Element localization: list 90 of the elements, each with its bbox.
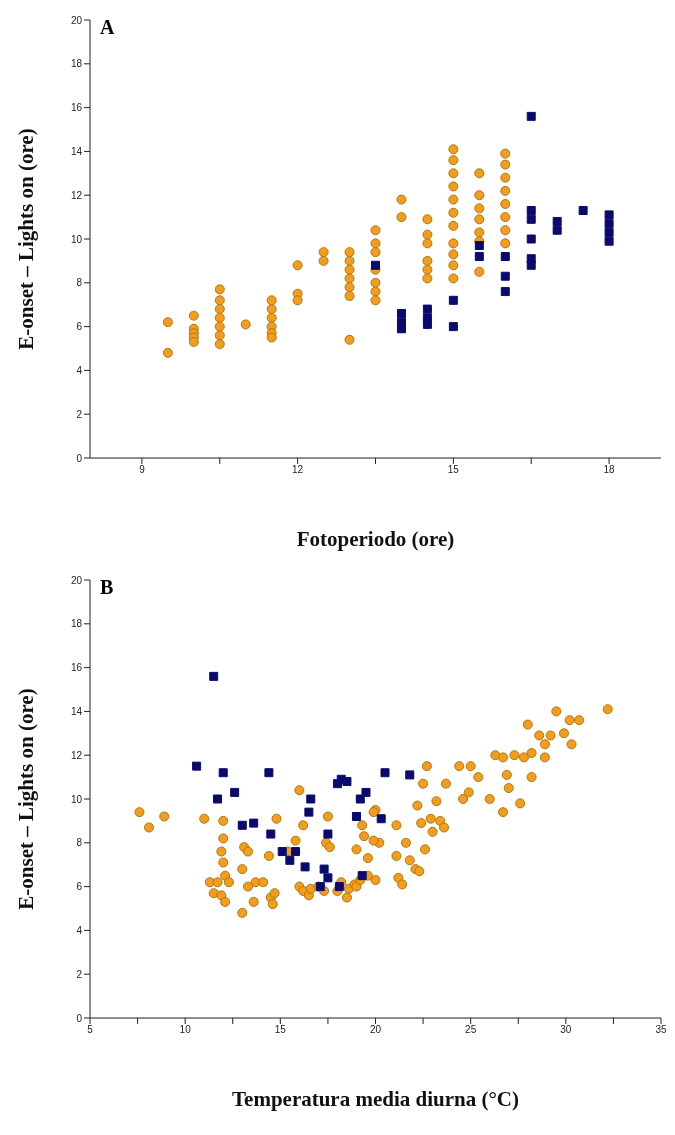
point [291,847,301,857]
point [500,252,510,262]
y-tick-label: 4 [76,924,83,936]
point [266,829,276,839]
point [230,787,240,797]
y-tick-label: 0 [76,1012,83,1024]
x-tick-label: 5 [87,1024,94,1036]
point [213,794,223,804]
point [604,210,614,220]
y-tick-label: 2 [76,408,83,420]
chart-title: A [100,16,115,39]
point [218,768,228,778]
x-tick-label: 15 [274,1024,287,1036]
y-tick-label: 0 [76,452,83,464]
point [422,304,432,314]
point [448,295,458,305]
x-tick-label: 18 [603,464,616,476]
x-tick-label: 25 [465,1024,477,1036]
y-tick-label: 12 [70,189,83,201]
point [474,241,484,251]
y-tick-label: 2 [76,968,83,980]
point [192,761,202,771]
point [306,794,316,804]
point [319,864,329,874]
point [371,260,380,270]
point [396,308,406,318]
y-tick-label: 8 [76,277,83,289]
point [526,214,536,224]
point [380,768,390,778]
chart-title: B [100,576,114,599]
point [361,787,371,797]
point [448,322,458,332]
y-tick-label: 8 [76,837,83,849]
y-tick-label: 18 [70,58,83,70]
y-tick-label: 14 [70,145,83,157]
point [323,829,333,839]
x-tick-label: 15 [447,464,460,476]
y-tick-label: 10 [70,233,83,245]
point [285,855,295,865]
y-tick-label: 16 [70,662,83,674]
point [526,206,536,216]
point [357,871,367,881]
point [277,847,287,857]
point [351,812,361,822]
point [237,820,247,830]
x-tick-label: 12 [292,464,304,476]
point [526,111,536,121]
point [474,252,484,262]
point [334,882,344,892]
point [500,271,510,281]
point [552,216,562,226]
point [604,236,614,246]
y-tick-label: 6 [76,881,83,893]
point [264,768,274,778]
point [323,873,333,883]
x-tick-label: 9 [139,464,146,476]
x-tick-label: 30 [560,1024,572,1036]
y-tick-label: 6 [76,321,83,333]
point [578,206,588,216]
y-tick-label: 16 [70,102,83,114]
point [422,319,432,329]
point [376,814,386,824]
point [500,287,510,297]
point [304,807,314,817]
point [396,324,406,334]
x-tick-label: 35 [655,1024,667,1036]
y-tick-label: 10 [70,793,83,805]
y-tick-label: 20 [70,14,83,26]
point [300,862,310,872]
point [526,260,536,270]
y-axis-title: E-onset – Lights on (ore) [14,128,39,350]
point [604,227,614,237]
point [405,770,415,780]
x-tick-label: 20 [369,1024,382,1036]
x-tick-label: 10 [179,1024,192,1036]
y-tick-label: 14 [70,705,83,717]
point [552,225,562,235]
point [604,219,614,229]
y-tick-label: 20 [70,574,83,586]
x-axis-title: Fotoperiodo (ore) [296,527,455,551]
x-axis-title: Temperatura media diurna (°C) [231,1087,520,1111]
point [209,671,219,681]
y-tick-label: 12 [70,749,83,761]
point [342,776,352,786]
point [526,234,536,244]
point [355,794,365,804]
y-axis-title: E-onset – Lights on (ore) [14,688,39,910]
point [249,818,259,828]
y-tick-label: 4 [76,364,83,376]
y-tick-label: 18 [70,618,83,630]
